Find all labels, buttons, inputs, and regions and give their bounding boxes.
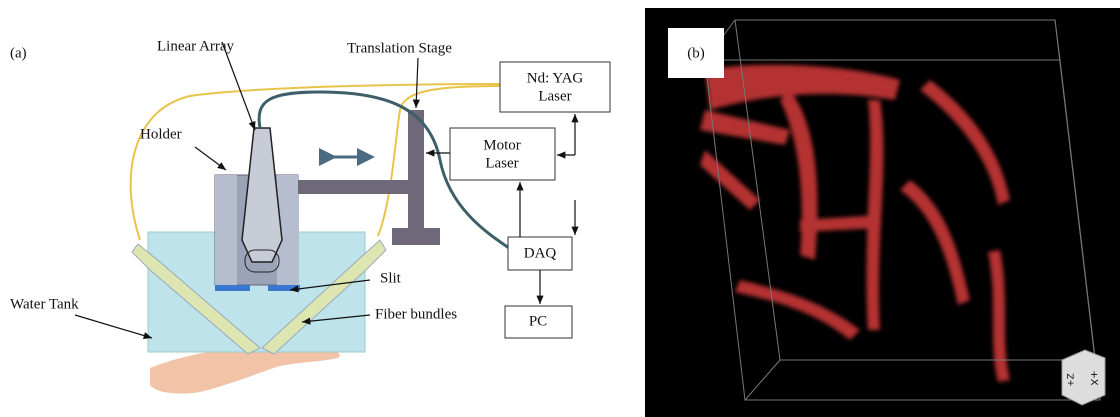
probe: [242, 128, 282, 262]
panel-a: (a) Linear Array Translation Stage Nd: Y…: [10, 38, 610, 393]
stage-base: [392, 228, 440, 245]
label: Nd: YAG: [527, 70, 584, 86]
axis-label: +Z: [1067, 373, 1077, 387]
label: Water Tank: [10, 296, 79, 312]
pointer: [416, 58, 418, 108]
panel-tag: (a): [10, 45, 27, 61]
stage-arm: [298, 180, 410, 194]
figure: (a) Linear Array Translation Stage Nd: Y…: [0, 0, 1120, 417]
slit-plate: [268, 285, 300, 291]
motor-box: [450, 128, 555, 180]
label: Laser: [538, 88, 571, 104]
pointer: [75, 315, 152, 338]
label: Laser: [485, 155, 518, 171]
pointer: [222, 42, 255, 130]
label: Translation Stage: [347, 40, 452, 56]
hand: [150, 346, 340, 394]
axis-label: +X: [1088, 370, 1099, 385]
fiber: [131, 84, 500, 240]
panel-b: (b) +X +Z: [645, 8, 1120, 417]
stage-rail: [408, 110, 424, 230]
label: Holder: [140, 126, 182, 142]
label: Linear Array: [157, 38, 235, 54]
holder-side: [215, 175, 237, 285]
label: DAQ: [524, 245, 557, 261]
label: Motor: [483, 137, 521, 153]
label: Fiber bundles: [375, 306, 457, 322]
panel-tag: (b): [687, 45, 705, 61]
pointer: [195, 147, 226, 170]
label: PC: [529, 313, 547, 329]
label: Slit: [380, 270, 402, 286]
slit-plate: [215, 285, 250, 291]
